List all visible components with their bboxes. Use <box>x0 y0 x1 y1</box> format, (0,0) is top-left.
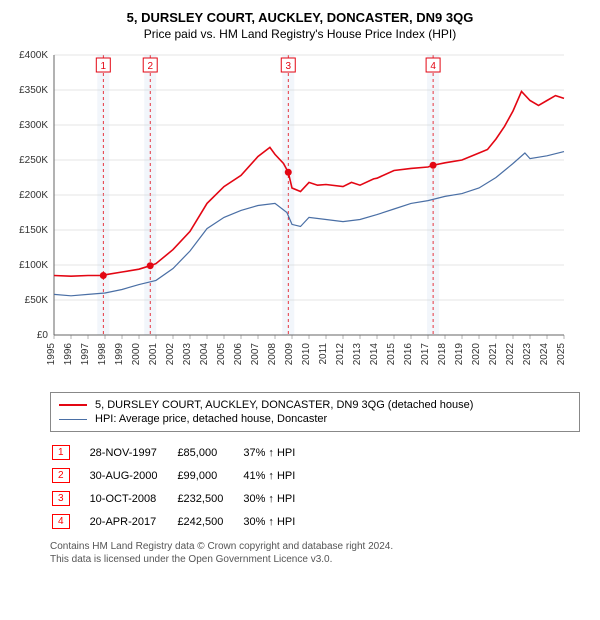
sale-price: £232,500 <box>177 488 241 509</box>
y-tick-label: £150K <box>19 225 48 236</box>
x-tick-label: 2024 <box>539 343 550 366</box>
legend-label: HPI: Average price, detached house, Donc… <box>95 413 327 425</box>
sale-pct: 30% ↑ HPI <box>243 488 313 509</box>
chart-container: £0 £50K £100K £150K £200K £250K £300K £350K £400… <box>10 49 590 384</box>
table-row: 3 10-OCT-2008£232,50030% ↑ HPI <box>52 488 313 509</box>
y-tick-label: £350K <box>19 85 48 96</box>
x-tick-label: 2004 <box>199 343 210 366</box>
y-tick-label: £250K <box>19 155 48 166</box>
price-chart: £0 £50K £100K £150K £200K £250K £300K £350K £400… <box>10 49 570 379</box>
y-tick-label: £50K <box>25 295 49 306</box>
sale-marker-icon: 2 <box>52 468 70 483</box>
x-tick-label: 2015 <box>386 343 397 366</box>
legend-swatch <box>59 419 87 420</box>
x-tick-label: 2019 <box>454 343 465 366</box>
marker-number: 4 <box>430 61 436 72</box>
legend-row: 5, DURSLEY COURT, AUCKLEY, DONCASTER, DN… <box>59 399 571 411</box>
x-tick-label: 2016 <box>403 343 414 366</box>
x-tick-label: 2021 <box>488 343 499 366</box>
sale-date: 20-APR-2017 <box>90 511 176 532</box>
sale-pct: 30% ↑ HPI <box>243 511 313 532</box>
table-row: 2 30-AUG-2000£99,00041% ↑ HPI <box>52 465 313 486</box>
marker-number: 3 <box>285 61 291 72</box>
sale-date: 30-AUG-2000 <box>90 465 176 486</box>
sale-dot <box>147 262 154 269</box>
sale-date: 10-OCT-2008 <box>90 488 176 509</box>
x-tick-label: 2025 <box>556 343 567 366</box>
sales-table: 1 28-NOV-1997£85,00037% ↑ HPI 2 30-AUG-2000… <box>50 440 315 534</box>
chart-subtitle: Price paid vs. HM Land Registry's House … <box>10 27 590 41</box>
sale-dot <box>100 272 107 279</box>
x-tick-label: 1996 <box>63 343 74 366</box>
x-tick-label: 1998 <box>97 343 108 366</box>
legend-swatch <box>59 404 87 406</box>
sale-pct: 37% ↑ HPI <box>243 442 313 463</box>
series-property <box>54 91 564 276</box>
sale-dot <box>430 162 437 169</box>
y-tick-label: £300K <box>19 120 48 131</box>
legend: 5, DURSLEY COURT, AUCKLEY, DONCASTER, DN… <box>50 392 580 432</box>
series-hpi <box>54 152 564 296</box>
x-tick-label: 2007 <box>250 343 261 366</box>
sale-price: £99,000 <box>177 465 241 486</box>
x-tick-label: 2013 <box>352 343 363 366</box>
x-tick-label: 2003 <box>182 343 193 366</box>
sale-marker-icon: 4 <box>52 514 70 529</box>
x-tick-label: 2012 <box>335 343 346 366</box>
footer-line-2: This data is licensed under the Open Gov… <box>50 553 580 566</box>
marker-number: 1 <box>101 61 107 72</box>
footer-line-1: Contains HM Land Registry data © Crown c… <box>50 540 580 553</box>
sale-marker-icon: 1 <box>52 445 70 460</box>
chart-title: 5, DURSLEY COURT, AUCKLEY, DONCASTER, DN… <box>10 10 590 25</box>
x-tick-label: 1999 <box>114 343 125 366</box>
x-tick-label: 2011 <box>318 343 329 365</box>
sale-dot <box>285 169 292 176</box>
x-tick-label: 2023 <box>522 343 533 366</box>
x-tick-label: 2002 <box>165 343 176 366</box>
x-tick-label: 2006 <box>233 343 244 366</box>
legend-row: HPI: Average price, detached house, Donc… <box>59 413 571 425</box>
x-tick-label: 2001 <box>148 343 159 366</box>
x-tick-label: 1995 <box>46 343 57 366</box>
x-tick-label: 2005 <box>216 343 227 366</box>
x-tick-label: 2022 <box>505 343 516 366</box>
x-tick-label: 2018 <box>437 343 448 366</box>
sale-price: £242,500 <box>177 511 241 532</box>
y-tick-label: £200K <box>19 190 48 201</box>
y-tick-label: £0 <box>37 330 49 341</box>
x-tick-label: 2017 <box>420 343 431 366</box>
table-row: 1 28-NOV-1997£85,00037% ↑ HPI <box>52 442 313 463</box>
sale-date: 28-NOV-1997 <box>90 442 176 463</box>
x-tick-label: 2010 <box>301 343 312 366</box>
sale-price: £85,000 <box>177 442 241 463</box>
x-tick-label: 2008 <box>267 343 278 366</box>
x-tick-label: 1997 <box>80 343 91 366</box>
x-tick-label: 2000 <box>131 343 142 366</box>
x-tick-label: 2009 <box>284 343 295 366</box>
footer: Contains HM Land Registry data © Crown c… <box>50 540 580 566</box>
y-tick-label: £100K <box>19 260 48 271</box>
sale-pct: 41% ↑ HPI <box>243 465 313 486</box>
x-tick-label: 2014 <box>369 343 380 366</box>
table-row: 4 20-APR-2017£242,50030% ↑ HPI <box>52 511 313 532</box>
marker-number: 2 <box>147 61 153 72</box>
legend-label: 5, DURSLEY COURT, AUCKLEY, DONCASTER, DN… <box>95 399 473 411</box>
y-tick-label: £400K <box>19 50 48 61</box>
sale-marker-icon: 3 <box>52 491 70 506</box>
x-tick-label: 2020 <box>471 343 482 366</box>
